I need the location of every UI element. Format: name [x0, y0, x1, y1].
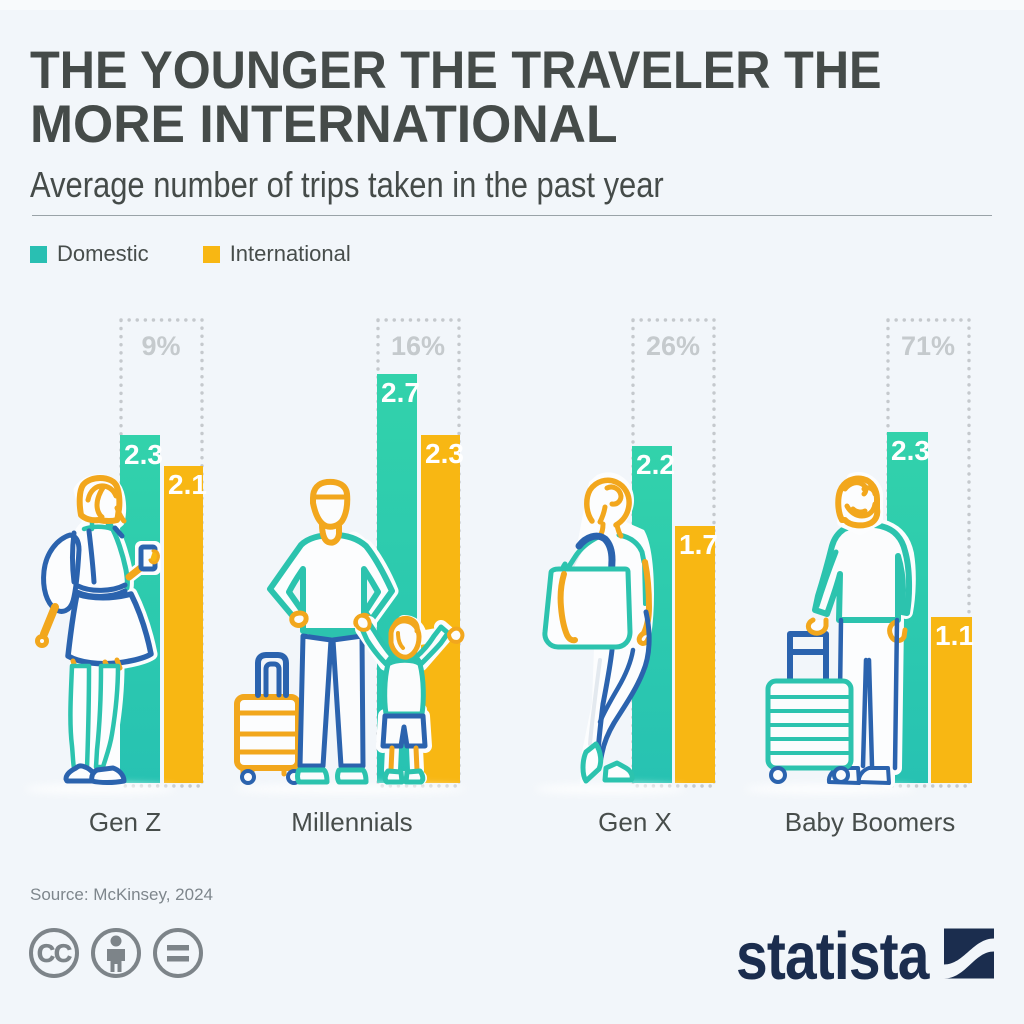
svg-text:2.3: 2.3	[425, 438, 464, 469]
svg-text:1.1: 1.1	[935, 620, 974, 651]
svg-text:71%: 71%	[901, 331, 955, 361]
svg-text:26%: 26%	[646, 331, 700, 361]
svg-text:2.3: 2.3	[124, 439, 163, 470]
svg-text:2.1: 2.1	[168, 469, 207, 500]
svg-text:2.3: 2.3	[891, 435, 930, 466]
svg-text:9%: 9%	[141, 331, 180, 361]
svg-text:CC: CC	[37, 940, 72, 968]
svg-text:1.7: 1.7	[679, 529, 718, 560]
svg-text:2.2: 2.2	[636, 449, 675, 480]
svg-text:2.7: 2.7	[381, 377, 420, 408]
svg-text:16%: 16%	[391, 331, 445, 361]
